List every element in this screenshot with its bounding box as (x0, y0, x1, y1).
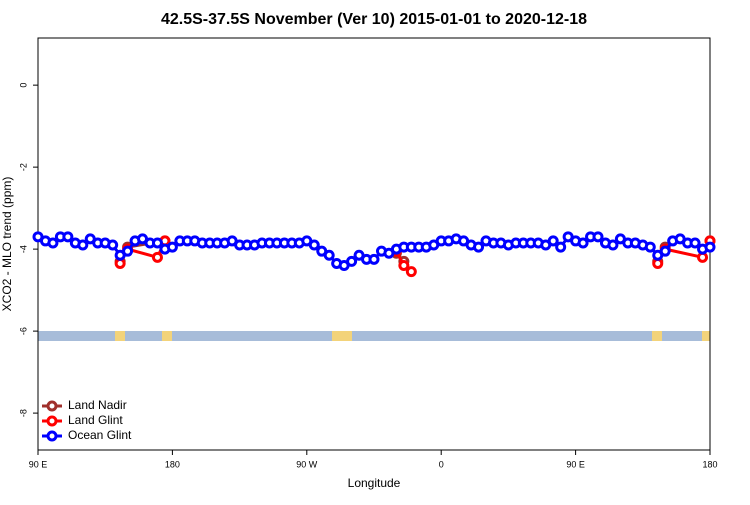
point (473, 241, 485, 253)
legend-marker (46, 400, 58, 412)
point (77, 239, 89, 251)
y-tick-label: 0 (18, 83, 28, 88)
x-axis-label: Longitude (348, 476, 401, 490)
point (405, 266, 417, 278)
point (689, 237, 701, 249)
point (398, 260, 410, 272)
point (151, 237, 163, 249)
point (151, 251, 163, 263)
point (368, 253, 380, 265)
land-patch (115, 331, 125, 341)
chart-title: 42.5S-37.5S November (Ver 10) 2015-01-01… (161, 11, 587, 28)
legend-label: Land Glint (68, 413, 123, 427)
point (166, 241, 178, 253)
point (644, 241, 656, 253)
y-tick-label: -6 (18, 327, 28, 335)
point (346, 255, 358, 267)
x-tick-label: 90 E (29, 459, 48, 469)
legend-label: Land Nadir (68, 398, 127, 412)
legend-label: Ocean Glint (68, 428, 132, 442)
y-tick-label: -4 (18, 245, 28, 253)
series (32, 231, 716, 272)
point (107, 239, 119, 251)
point (659, 245, 671, 257)
x-tick-label: 90 W (296, 459, 318, 469)
ocean-strip (38, 331, 710, 341)
legend-marker (46, 430, 58, 442)
land-patch (162, 331, 172, 341)
point (47, 237, 59, 249)
point (323, 249, 335, 261)
x-tick-label: 180 (702, 459, 717, 469)
land-patch (652, 331, 662, 341)
land-mask-strip (38, 331, 710, 341)
point (308, 239, 320, 251)
x-tick-label: 0 (439, 459, 444, 469)
point (607, 239, 619, 251)
x-tick-label: 90 E (566, 459, 585, 469)
point (704, 241, 716, 253)
x-tick-label: 180 (165, 459, 180, 469)
point (592, 231, 604, 243)
point (577, 237, 589, 249)
land-patch (702, 331, 710, 341)
point (122, 245, 134, 257)
y-tick-label: -2 (18, 163, 28, 171)
y-axis-label: XCO2 - MLO trend (ppm) (0, 177, 14, 312)
point (62, 231, 74, 243)
y-tick-label: -8 (18, 409, 28, 417)
legend-marker (46, 415, 58, 427)
point (555, 241, 567, 253)
point (547, 235, 559, 247)
land-patch (332, 331, 352, 341)
